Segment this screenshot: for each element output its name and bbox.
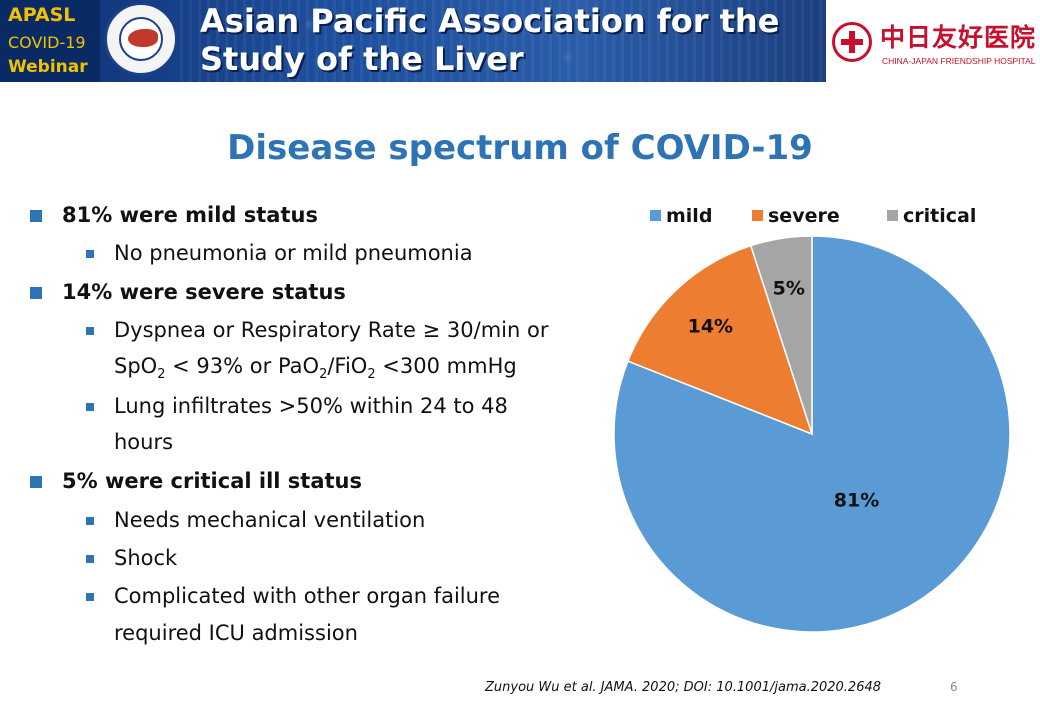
banner-background — [180, 0, 826, 82]
hospital-name-english: CHINA-JAPAN FRIENDSHIP HOSPITAL — [882, 56, 1036, 66]
sub-bullet-spo2-continuation: SpO2 < 93% or PaO2/FiO2 <300 mmHg — [114, 354, 517, 383]
legend-swatch-mild — [650, 210, 661, 221]
legend-label-mild: mild — [666, 205, 712, 227]
citation: Zunyou Wu et al. JAMA. 2020; DOI: 10.100… — [485, 680, 882, 695]
sub-bullet-organ-failure: Complicated with other organ failure — [85, 584, 501, 608]
data-label-mild: 81% — [834, 490, 879, 512]
legend-label-severe: severe — [768, 205, 840, 227]
liver-icon — [128, 29, 158, 47]
webinar-badge: APASL COVID-19 Webinar — [0, 0, 100, 82]
pie-slice-critical — [749, 235, 813, 435]
banner-title-line2: Study of the Liver — [200, 40, 524, 78]
sub-bullet-dyspnea: Dyspnea or Respiratory Rate ≥ 30/min or — [85, 318, 549, 342]
webinar-label: Webinar — [8, 57, 88, 77]
legend-swatch-severe — [752, 210, 763, 221]
slide-title: Disease spectrum of COVID-19 — [227, 128, 813, 168]
legend-label-critical: critical — [903, 205, 976, 227]
data-label-critical: 5% — [773, 277, 805, 299]
legend-swatch-critical — [887, 210, 898, 221]
covid-label: COVID-19 — [8, 33, 86, 52]
hospital-emblem-icon — [832, 22, 872, 62]
data-label-severe: 14% — [688, 316, 733, 338]
sub-bullet-lung-infiltrates-continuation: hours — [114, 430, 174, 454]
hospital-logo: 中日友好医院 CHINA-JAPAN FRIENDSHIP HOSPITAL — [826, 0, 1040, 82]
apasl-label: APASL — [8, 4, 76, 26]
page-number: 6 — [950, 680, 958, 694]
sub-bullet-organ-failure-continuation: required ICU admission — [114, 621, 358, 645]
bullet-critical: 5% were critical ill status — [30, 469, 362, 493]
apasl-seal-logo — [104, 2, 178, 76]
hospital-name-chinese: 中日友好医院 — [880, 23, 1037, 52]
bullet-severe: 14% were severe status — [30, 280, 346, 304]
sub-bullet-lung-infiltrates: Lung infiltrates >50% within 24 to 48 — [86, 394, 508, 418]
banner-title-line1: Asian Pacific Association for the — [200, 2, 780, 40]
bullet-mild: 81% were mild status — [30, 203, 318, 227]
disease-spectrum-pie-chart: mild severe critical 81% 14% 5% — [600, 195, 1020, 640]
sub-bullet-shock: Shock — [85, 546, 178, 570]
sub-bullet-no-pneumonia: No pneumonia or mild pneumonia — [86, 241, 473, 265]
sub-bullet-ventilation: Needs mechanical ventilation — [85, 508, 426, 532]
header-banner: APASL COVID-19 Webinar Asian Pacific Ass… — [0, 0, 826, 82]
